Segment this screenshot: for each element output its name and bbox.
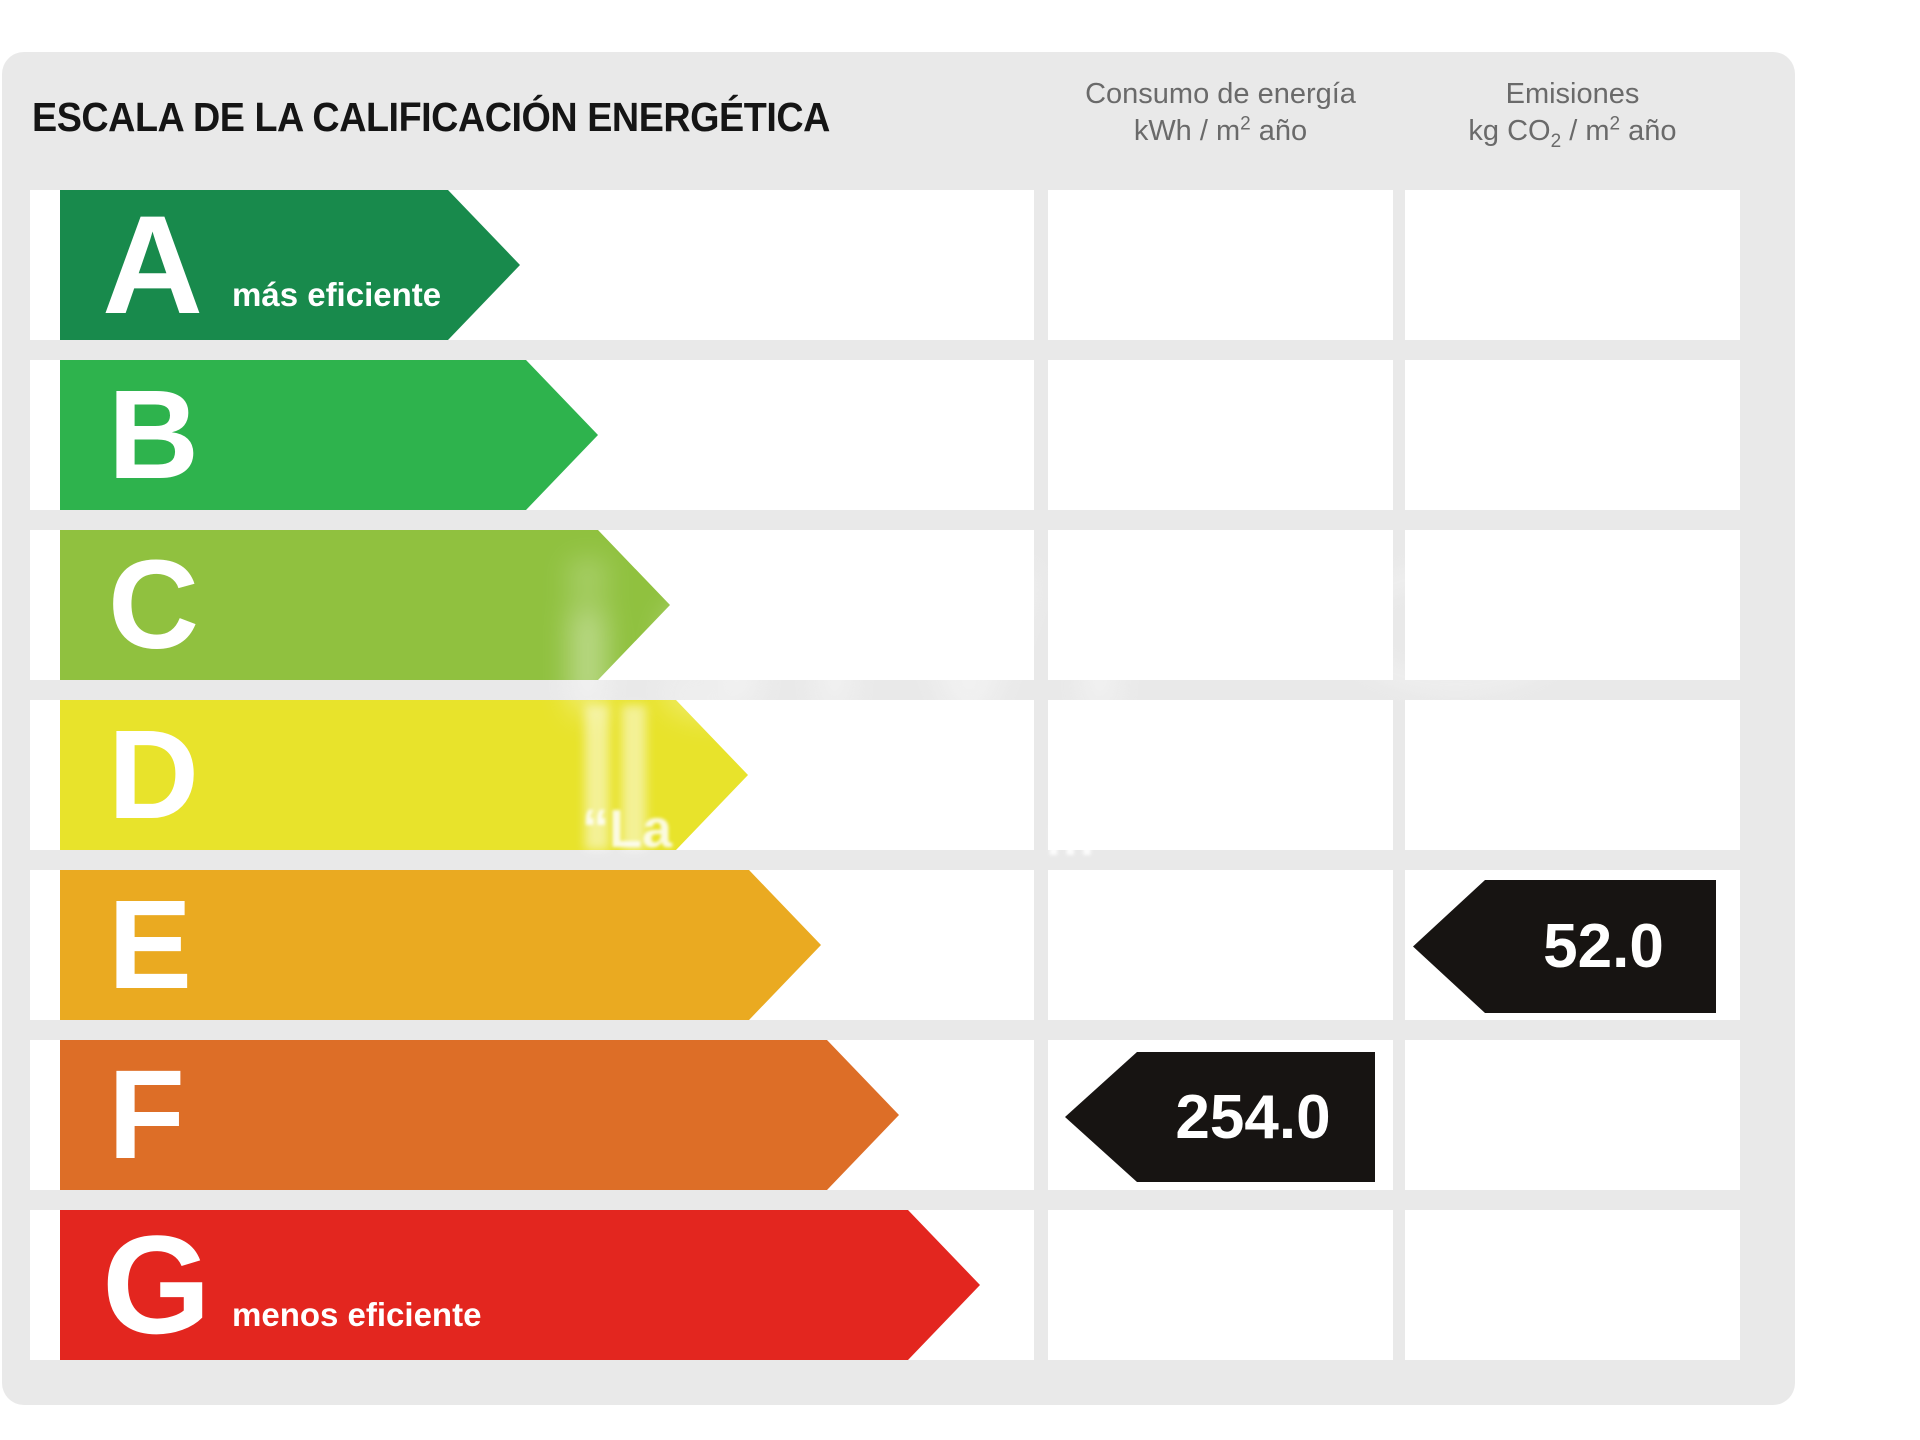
page-title: ESCALA DE LA CALIFICACIÓN ENERGÉTICA: [32, 94, 830, 140]
rating-cell-f: F: [30, 1040, 1034, 1190]
rating-arrow-a: A más eficiente: [60, 190, 520, 340]
rating-arrow-e: E: [60, 870, 821, 1020]
rating-row-a: A más eficiente: [0, 190, 1920, 340]
rating-cell-e: E: [30, 870, 1034, 1020]
emisiones-cell-d: [1405, 700, 1740, 850]
emisiones-header-line1: Emisiones: [1505, 78, 1640, 110]
consumo-header-line1: Consumo de energía: [1085, 78, 1356, 110]
rating-letter-f: F: [108, 1044, 185, 1185]
rating-label-most-efficient: más eficiente: [232, 276, 442, 313]
rating-cell-b: B: [30, 360, 1034, 510]
rating-row-b: B: [0, 360, 1920, 510]
rating-row-f: F: [0, 1040, 1920, 1190]
rating-row-c: C: [0, 530, 1920, 680]
rating-arrow-g: G menos eficiente: [60, 1210, 980, 1360]
rating-letter-c: C: [108, 534, 199, 675]
consumo-cell-a: [1048, 190, 1393, 340]
rating-arrow-b: B: [60, 360, 598, 510]
consumo-cell-g: [1048, 1210, 1393, 1360]
rating-letter-b: B: [108, 364, 199, 505]
rating-cell-d: D: [30, 700, 1034, 850]
rating-arrow-f: F: [60, 1040, 899, 1190]
rating-row-d: D: [0, 700, 1920, 850]
rating-label-least-efficient: menos eficiente: [232, 1296, 482, 1333]
consumo-value-marker: 254.0: [1065, 1052, 1375, 1182]
consumo-cell-c: [1048, 530, 1393, 680]
rating-cell-c: C: [30, 530, 1034, 680]
emisiones-value-marker: 52.0: [1413, 880, 1716, 1013]
column-header-consumo: Consumo de energía kWh / m2 año: [1048, 76, 1393, 150]
rating-cell-a: A más eficiente: [30, 190, 1034, 340]
emisiones-header-units: kg CO2 / m2 año: [1468, 113, 1677, 152]
emisiones-cell-g: [1405, 1210, 1740, 1360]
rating-letter-g: G: [102, 1206, 211, 1363]
rating-letter-d: D: [108, 704, 199, 845]
emisiones-cell-c: [1405, 530, 1740, 680]
emisiones-value: 52.0: [1543, 912, 1664, 981]
rating-letter-e: E: [108, 874, 193, 1015]
rating-arrow-c: C: [60, 530, 670, 680]
rating-cell-g: G menos eficiente: [30, 1210, 1034, 1360]
consumo-value: 254.0: [1175, 1082, 1331, 1152]
consumo-cell-d: [1048, 700, 1393, 850]
consumo-cell-e: [1048, 870, 1393, 1020]
consumo-header-units: kWh / m2 año: [1133, 113, 1308, 147]
emisiones-cell-b: [1405, 360, 1740, 510]
consumo-cell-b: [1048, 360, 1393, 510]
rating-row-g: G menos eficiente: [0, 1210, 1920, 1360]
rating-letter-a: A: [102, 186, 204, 343]
rating-arrow-d: D: [60, 700, 748, 850]
column-header-emisiones: Emisiones kg CO2 / m2 año: [1405, 76, 1740, 152]
emisiones-cell-a: [1405, 190, 1740, 340]
emisiones-cell-f: [1405, 1040, 1740, 1190]
